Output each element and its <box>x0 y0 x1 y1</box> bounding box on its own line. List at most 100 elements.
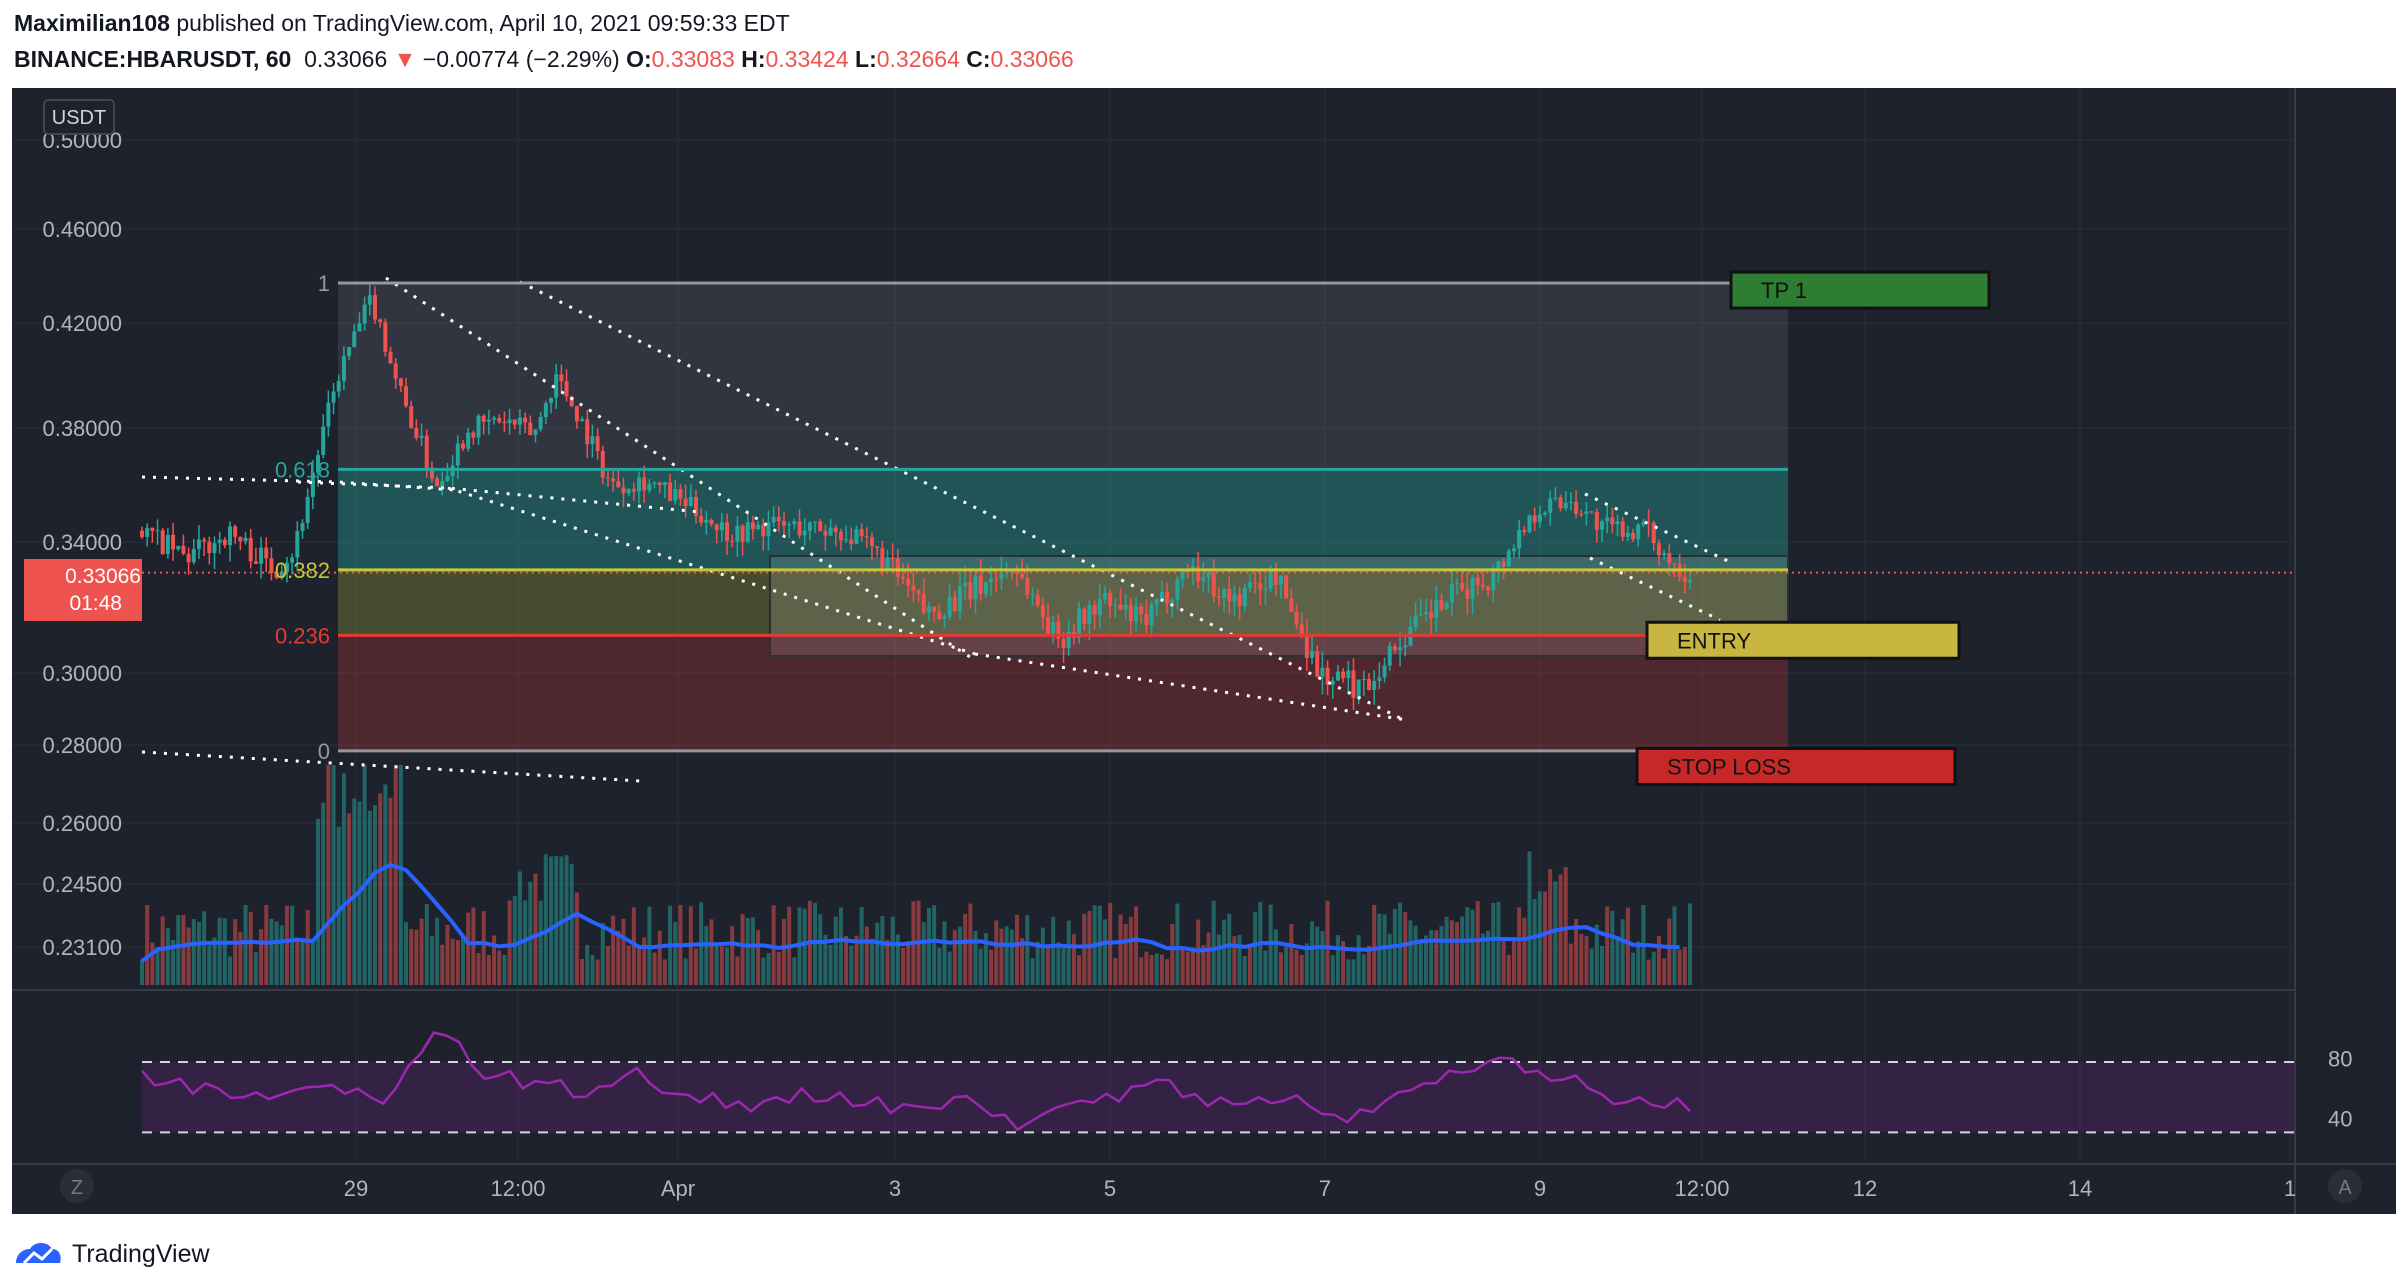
candle-body <box>942 616 947 619</box>
volume-bar <box>1496 901 1501 985</box>
candle-body <box>326 402 331 427</box>
volume-bar <box>1180 948 1185 985</box>
volume-bar <box>600 923 605 985</box>
auto-scale-button[interactable]: A <box>2328 1169 2362 1203</box>
high-value: 0.33424 <box>765 46 849 72</box>
volume-bar <box>880 916 885 985</box>
volume-bar <box>398 765 403 985</box>
volume-bar <box>284 905 289 985</box>
auto-scale-button-label[interactable]: A <box>2338 1177 2352 1199</box>
volume-bar <box>735 956 740 985</box>
time-scale[interactable]: 29 12:00 Apr 3 5 7 9 12:00 12 14 1 <box>344 1176 2296 1201</box>
currency-badge[interactable]: USDT <box>43 99 115 135</box>
candle-body <box>1253 582 1258 584</box>
price-scale[interactable]: 0.500000.460000.420000.380000.340000.300… <box>42 128 122 960</box>
zoom-button-label[interactable]: Z <box>71 1177 83 1199</box>
candle-body <box>1046 617 1051 634</box>
volume-bar <box>1310 921 1315 985</box>
candle-body <box>1139 606 1144 615</box>
volume-bar <box>393 765 398 985</box>
volume-bar <box>1330 955 1335 985</box>
volume-bar <box>326 765 331 985</box>
volume-bar <box>652 952 657 985</box>
candle-body <box>673 489 678 501</box>
annotations: TP 1 ENTRY STOP LOSS <box>1635 270 1991 786</box>
volume-bar <box>714 943 719 985</box>
candle-body <box>316 454 321 473</box>
candle-body <box>1615 521 1620 525</box>
volume-bar <box>1511 939 1516 985</box>
candle-body <box>1102 592 1107 600</box>
author-name[interactable]: Maximilian108 <box>14 10 170 36</box>
volume-bar <box>947 951 952 985</box>
volume-bar <box>409 929 414 985</box>
candle-body <box>202 539 207 542</box>
volume-bar <box>264 904 269 985</box>
auto-scale-button-bg[interactable] <box>2328 1169 2362 1203</box>
candle-body <box>1030 594 1035 596</box>
volume-bar <box>1077 955 1082 985</box>
volume-bar <box>321 802 326 985</box>
volume-bar <box>310 939 315 985</box>
volume-bar <box>497 950 502 985</box>
candle-body <box>486 419 491 422</box>
candle-body <box>1165 591 1170 604</box>
candle-body <box>1688 579 1692 583</box>
candle-body <box>797 521 802 536</box>
volume-bar <box>228 956 233 985</box>
volume-bar <box>958 926 963 985</box>
volume-bar <box>1211 900 1216 985</box>
candle-body <box>181 545 186 554</box>
candle-body <box>1527 515 1532 532</box>
candle-body <box>1667 553 1672 564</box>
footer-brand[interactable]: TradingView <box>72 1239 210 1268</box>
volume-bar <box>725 947 730 985</box>
annotation-box[interactable]: ENTRY <box>1645 620 1961 660</box>
candle-body <box>155 530 160 532</box>
candle-body <box>621 487 626 494</box>
go-to-realtime-button[interactable]: Z <box>60 1169 94 1203</box>
volume-bar <box>1247 945 1252 985</box>
candle-body <box>1599 521 1604 530</box>
candle-body <box>233 526 238 537</box>
price-tick-label: 0.30000 <box>42 661 122 686</box>
volume-bar <box>662 959 667 985</box>
open-label: O: <box>626 46 652 72</box>
zoom-button-bg[interactable] <box>60 1169 94 1203</box>
volume-bar <box>253 952 258 985</box>
candle-body <box>1304 634 1309 658</box>
footer: TradingView <box>14 1234 210 1274</box>
volume-bar <box>1242 955 1247 985</box>
volume-bar <box>704 926 709 985</box>
fib-zone <box>338 469 1788 570</box>
volume-bar <box>1589 948 1594 985</box>
candle-body <box>1631 532 1636 540</box>
volume-bar <box>1284 947 1289 985</box>
volume-bar <box>730 926 735 985</box>
volume-bar <box>1102 919 1107 985</box>
volume-bar <box>823 934 828 985</box>
annotation-box[interactable]: TP 1 <box>1729 270 1991 310</box>
last-price-label-countdown: 01:48 <box>69 592 122 615</box>
candle-body <box>554 374 559 398</box>
price-tick-label: 0.26000 <box>42 811 122 836</box>
candle-body <box>1082 608 1087 624</box>
last-price-label: 0.33066 01:48 <box>24 559 142 621</box>
rsi-band <box>142 1062 2295 1133</box>
volume-bar <box>1268 904 1273 985</box>
candle-body <box>844 539 849 541</box>
candle-body <box>1465 588 1470 599</box>
volume-bar <box>419 918 424 985</box>
tradingview-logo-icon[interactable] <box>14 1237 64 1271</box>
volume-bar <box>176 915 181 985</box>
open-value: 0.33083 <box>651 46 735 72</box>
volume-bar <box>1434 930 1439 985</box>
candle-body <box>1636 524 1641 540</box>
volume-bar <box>1025 915 1030 985</box>
annotation-box[interactable]: STOP LOSS <box>1635 746 1957 786</box>
candle-body <box>1118 604 1123 610</box>
symbol-label[interactable]: BINANCE:HBARUSDT, 60 <box>14 46 292 72</box>
volume-bar <box>486 955 491 985</box>
volume-bar <box>1304 943 1309 985</box>
